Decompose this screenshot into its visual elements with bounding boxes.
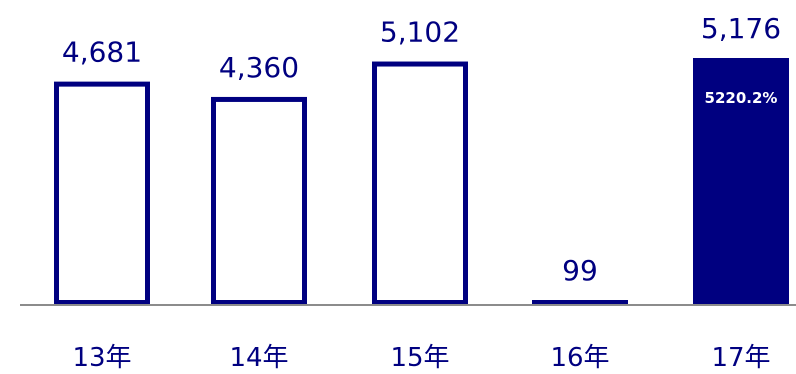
- bar-14年: [211, 96, 307, 305]
- bar-17年: [693, 58, 789, 305]
- bar-13年: [54, 81, 150, 305]
- x-tick-label-13年: 13年: [72, 343, 131, 373]
- value-label-15年: 5,102: [380, 16, 460, 49]
- x-tick-label-14年: 14年: [229, 343, 288, 373]
- value-label-14年: 4,360: [219, 51, 299, 84]
- x-tick-labels-group: 13年 14年 15年 16年 17年: [72, 343, 770, 373]
- value-labels-group: 4,681 4,360 5,102 99 5,176: [62, 12, 781, 287]
- x-tick-label-16年: 16年: [550, 343, 609, 373]
- bar-15年: [372, 61, 468, 305]
- bars-group: [54, 58, 789, 306]
- x-tick-label-17年: 17年: [711, 343, 770, 373]
- value-label-17年: 5,176: [701, 12, 781, 45]
- bar-16年: [532, 300, 628, 306]
- highlight-bar-annotation: 5220.2%: [705, 89, 778, 107]
- x-tick-label-15年: 15年: [390, 343, 449, 373]
- value-label-16年: 99: [562, 254, 598, 287]
- value-label-13年: 4,681: [62, 36, 142, 69]
